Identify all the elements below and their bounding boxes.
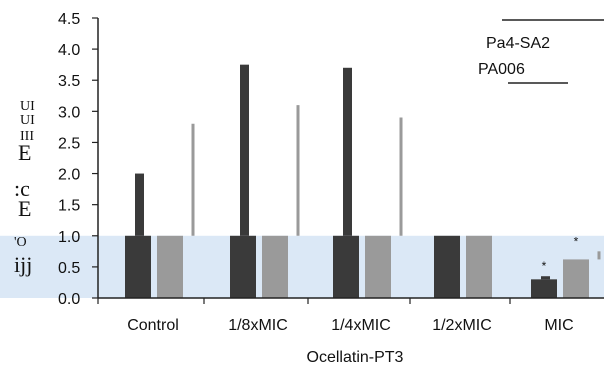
bar bbox=[563, 259, 589, 298]
y-tick-label: 0.0 bbox=[58, 291, 80, 308]
y-tick-label: 2.5 bbox=[58, 135, 80, 152]
y-tick-label: 2.0 bbox=[58, 167, 80, 184]
y-tick-label: 4.5 bbox=[58, 11, 80, 28]
y-axis-label-fragment: :c bbox=[14, 176, 30, 201]
x-tick-label: MIC bbox=[544, 317, 573, 334]
bar bbox=[365, 235, 391, 298]
y-tick-label: 3.0 bbox=[58, 104, 80, 121]
x-tick-label: 1/8xMIC bbox=[228, 317, 288, 334]
bar bbox=[157, 235, 183, 298]
bar-extension bbox=[240, 64, 249, 236]
x-axis-title: Ocellatin-PT3 bbox=[307, 349, 404, 366]
significance-marker: * bbox=[542, 259, 547, 273]
bar-extension bbox=[541, 276, 550, 280]
bar bbox=[262, 235, 288, 298]
y-tick-label: 4.0 bbox=[58, 42, 80, 59]
y-axis-label-fragment: UI bbox=[20, 113, 35, 128]
bar bbox=[434, 235, 460, 298]
bar bbox=[230, 235, 256, 298]
legend-label: Pa4-SA2 bbox=[486, 35, 550, 52]
bar bbox=[125, 235, 151, 298]
bar bbox=[466, 235, 492, 298]
y-axis-label-fragment: ijj bbox=[14, 252, 32, 277]
y-tick-label: 1.5 bbox=[58, 198, 80, 215]
bar-extension bbox=[135, 173, 144, 236]
y-axis-label-fragment: UI bbox=[20, 99, 35, 114]
reference-band bbox=[0, 235, 604, 298]
bar-extension bbox=[343, 67, 352, 236]
legend: Pa4-SA2 PA006 bbox=[478, 19, 604, 84]
y-axis-label-fragment: III bbox=[20, 129, 34, 144]
y-tick-label: 0.5 bbox=[58, 260, 80, 277]
x-tick-label: 1/4xMIC bbox=[331, 317, 391, 334]
bar bbox=[531, 279, 557, 298]
y-axis-label-fragment: 'O bbox=[14, 235, 27, 250]
bar bbox=[333, 235, 359, 298]
y-tick-label: 1.0 bbox=[58, 229, 80, 246]
legend-label: PA006 bbox=[478, 61, 525, 78]
x-tick-label: 1/2xMIC bbox=[432, 317, 492, 334]
y-axis-label-fragment: E bbox=[18, 196, 31, 221]
significance-marker: * bbox=[574, 234, 579, 248]
y-axis: 0.0 0.5 1.0 1.5 2.0 2.5 3.0 3.5 4.0 4.5 bbox=[58, 11, 99, 308]
x-axis: Control 1/8xMIC 1/4xMIC 1/2xMIC MIC bbox=[97, 297, 604, 334]
bars-layer: ** bbox=[125, 64, 601, 298]
y-tick-label: 3.5 bbox=[58, 73, 80, 90]
x-tick-label: Control bbox=[127, 317, 179, 334]
y-axis-label-fragment: E bbox=[18, 140, 31, 165]
